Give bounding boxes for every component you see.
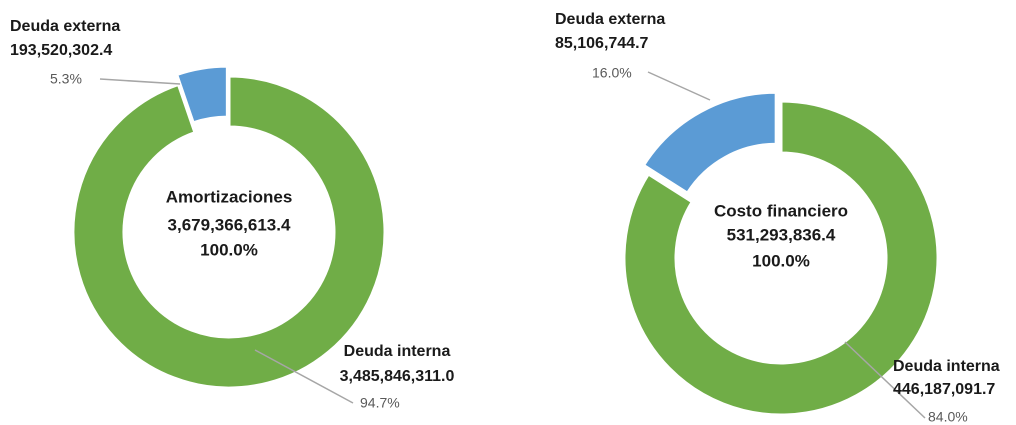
leader-line <box>254 349 354 404</box>
category-label: Deuda interna <box>893 358 1000 375</box>
leader-line <box>844 341 926 419</box>
leader-line <box>99 78 181 85</box>
category-label: Deuda interna <box>344 343 451 360</box>
donut-segment <box>174 64 229 125</box>
donut-segment <box>641 90 778 196</box>
leader-line <box>647 71 711 101</box>
percent-label: 16.0% <box>592 65 632 81</box>
value-label: 193,520,302.4 <box>10 42 112 59</box>
value-label: 85,106,744.7 <box>555 35 649 52</box>
center-text: Costo financiero <box>714 201 848 220</box>
center-text: Amortizaciones <box>166 187 293 206</box>
category-label: Deuda externa <box>555 11 665 28</box>
percent-label: 5.3% <box>50 71 82 87</box>
center-text: 100.0% <box>200 240 258 259</box>
center-text: 3,679,366,613.4 <box>168 215 291 234</box>
value-label: 3,485,846,311.0 <box>340 368 455 385</box>
center-text: 531,293,836.4 <box>727 225 836 244</box>
donut-segment <box>71 74 387 390</box>
donut-segment <box>622 99 940 417</box>
center-text: 100.0% <box>752 251 810 270</box>
percent-label: 94.7% <box>360 395 400 411</box>
category-label: Deuda externa <box>10 18 120 35</box>
percent-label: 84.0% <box>928 409 968 425</box>
value-label: 446,187,091.7 <box>893 381 995 398</box>
